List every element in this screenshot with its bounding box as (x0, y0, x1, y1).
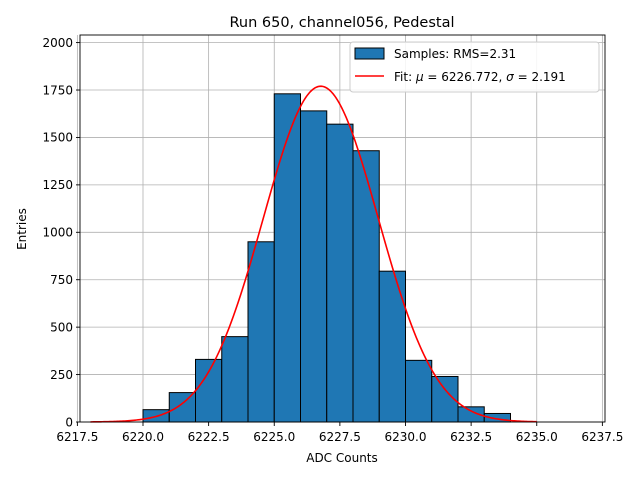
legend-fit-prefix: Fit: (394, 70, 416, 84)
x-tick-label: 6217.5 (56, 430, 98, 444)
fit-curve-layer (90, 85, 537, 423)
histogram-bar (326, 123, 354, 423)
histogram-bar (300, 110, 328, 423)
legend-fit-label: Fit: μ = 6226.772, σ = 2.191 (394, 70, 566, 84)
legend-histogram-label: Samples: RMS=2.31 (394, 47, 516, 61)
legend-fit-sigma-symbol: σ (506, 70, 514, 84)
y-tick-label: 1750 (42, 83, 73, 97)
plot-frame (79, 34, 606, 423)
x-tick-label: 6222.5 (188, 430, 230, 444)
histogram-bar (247, 241, 275, 423)
y-tick-label: 2000 (42, 36, 73, 50)
x-tick-label: 6235.0 (516, 430, 558, 444)
y-tick-label: 500 (50, 320, 73, 334)
legend-fit-mu-symbol: μ (415, 70, 424, 84)
x-tick-label: 6232.5 (450, 430, 492, 444)
fit-curve (90, 85, 537, 423)
histogram-bars (142, 93, 511, 423)
y-tick-label: 0 (65, 415, 73, 429)
chart-title: Run 650, channel056, Pedestal (229, 15, 454, 31)
legend-fit-sigma-text: = 2.191 (514, 70, 566, 84)
legend-histogram-swatch (354, 47, 385, 60)
legend-box (349, 41, 600, 93)
histogram-bar (352, 150, 380, 423)
y-tick-label: 1250 (42, 178, 73, 192)
y-axis-label: Entries (15, 208, 29, 250)
x-tick-label: 6225.0 (253, 430, 295, 444)
histogram-bar (168, 392, 196, 423)
y-tick-label: 1500 (42, 131, 73, 145)
x-tick-label: 6230.0 (385, 430, 427, 444)
y-axis-ticks: 0 250 500 750 1000 1250 1500 1750 2000 (42, 36, 80, 429)
histogram-bar (378, 270, 406, 423)
histogram-bar (221, 336, 249, 423)
y-tick-label: 750 (50, 273, 73, 287)
histogram-bar (273, 93, 301, 423)
x-tick-label: 6220.0 (122, 430, 164, 444)
histogram-bar (405, 359, 433, 423)
legend: Samples: RMS=2.31 Fit: μ = 6226.772, σ =… (349, 41, 600, 93)
x-axis-label: ADC Counts (306, 451, 378, 465)
y-tick-label: 250 (50, 368, 73, 382)
x-tick-label: 6237.5 (581, 430, 623, 444)
x-axis-ticks: 6217.5 6220.0 6222.5 6225.0 6227.5 6230.0 6232… (56, 422, 623, 444)
x-tick-label: 6227.5 (319, 430, 361, 444)
y-tick-label: 1000 (42, 226, 73, 240)
histogram-bar (195, 358, 223, 423)
legend-fit-mu-text: = 6226.772, (424, 70, 507, 84)
